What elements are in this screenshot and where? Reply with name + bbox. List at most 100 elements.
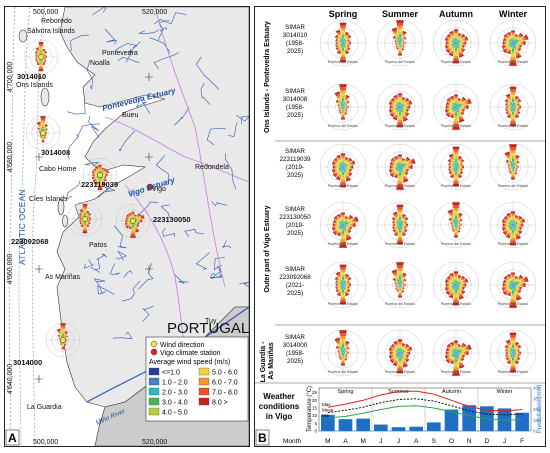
rose-sector <box>515 167 517 169</box>
rose-sector <box>392 117 398 121</box>
rose-sector <box>349 162 353 166</box>
rose-sector <box>403 170 407 174</box>
rose-sector <box>515 104 518 107</box>
rose-sector <box>395 45 398 48</box>
rose-sector <box>343 222 345 224</box>
rose-sector <box>335 29 341 33</box>
rose-sector <box>343 43 344 45</box>
rose-sector <box>461 108 464 112</box>
rose-sector <box>334 158 338 162</box>
rose-sector <box>346 226 349 228</box>
rose-sector <box>510 167 512 169</box>
rose-sector <box>450 215 455 219</box>
rose-sector <box>517 111 521 115</box>
rose-sector <box>44 57 46 60</box>
rose-sector <box>457 222 459 224</box>
rose-sector <box>86 222 88 225</box>
rose-sector <box>339 107 341 110</box>
rose-sector <box>337 32 342 36</box>
place-patos: Patos <box>89 242 107 249</box>
rose-sector <box>344 219 346 222</box>
rose-sector <box>505 345 509 349</box>
rose-sector <box>462 101 466 106</box>
rose-sector <box>511 275 515 278</box>
rose-sector <box>60 341 62 343</box>
rose-sector <box>63 343 66 345</box>
rose-sector <box>455 37 457 40</box>
rose-sector <box>403 106 406 108</box>
rose-sector <box>342 282 344 285</box>
rose-sector <box>506 108 508 111</box>
rose-sector <box>341 283 343 285</box>
rose-sector <box>460 345 464 349</box>
rose-sector <box>337 279 340 282</box>
rose-sector <box>135 217 137 219</box>
rose-sector <box>509 39 512 42</box>
rose-sector <box>98 167 102 169</box>
rose-sector <box>458 43 461 46</box>
rose-sector <box>391 358 395 362</box>
rose-sector <box>39 47 43 50</box>
rose-sector <box>448 41 450 45</box>
rose-sector <box>402 177 408 181</box>
rose-sector <box>401 172 405 175</box>
rose-sector <box>392 105 394 109</box>
wind-rose <box>115 203 151 239</box>
rose-sector <box>43 55 45 57</box>
rose-sector <box>400 43 402 45</box>
rose-sector <box>458 50 462 54</box>
rose-sector <box>509 104 511 107</box>
rose-sector <box>456 352 458 354</box>
rose-sector <box>338 352 339 354</box>
rose-sector <box>512 170 514 172</box>
rose-sector <box>131 211 135 213</box>
rose-sector <box>513 102 516 105</box>
rose-sector <box>135 223 138 226</box>
group-separators <box>255 140 545 384</box>
rose-sector <box>397 105 399 107</box>
rose-sector <box>457 217 461 220</box>
rose-sector <box>42 62 45 65</box>
rose-sector <box>336 286 338 289</box>
rose-sector <box>453 223 455 225</box>
rose-sector <box>458 166 459 168</box>
rose-sector <box>341 359 345 361</box>
rose-sector <box>451 164 453 167</box>
rose-sector <box>397 44 399 46</box>
rose-sector <box>513 43 516 46</box>
rose-sector <box>459 37 462 40</box>
rose-sector <box>405 226 407 229</box>
rose-sector <box>37 57 39 59</box>
rose-sector <box>518 34 522 38</box>
rose-sector <box>455 222 457 225</box>
rose-sector <box>510 223 512 225</box>
rose-sector <box>454 225 456 226</box>
rose-sector <box>394 360 399 364</box>
rose-sector <box>64 341 66 343</box>
rose-sector <box>456 285 458 286</box>
station-label-line: 2025) <box>287 290 303 297</box>
rose-sector <box>450 37 453 40</box>
rose-sector <box>510 299 516 302</box>
station-label-223130050: 223130050 <box>153 215 191 224</box>
rose-sector <box>396 100 399 103</box>
station-label-line: 223119039 <box>279 156 311 163</box>
rose-sector <box>125 222 128 225</box>
rose-sector <box>454 361 458 365</box>
rose-sector <box>512 161 514 165</box>
rose-sector <box>449 39 452 42</box>
rose-sector <box>401 218 404 221</box>
rose-sector <box>400 45 403 47</box>
rose-sector <box>456 282 458 284</box>
rose-sector <box>339 229 342 232</box>
rose-sector <box>397 107 400 110</box>
rose-sector <box>401 224 402 226</box>
rose-sector <box>343 167 345 169</box>
rose-sector <box>397 45 400 48</box>
rose-sector <box>515 350 518 353</box>
rose-sector <box>402 38 405 41</box>
rose-sector <box>62 333 64 336</box>
rose-sector <box>341 224 343 225</box>
rose-sector <box>511 354 513 356</box>
rose-sector <box>340 222 343 225</box>
